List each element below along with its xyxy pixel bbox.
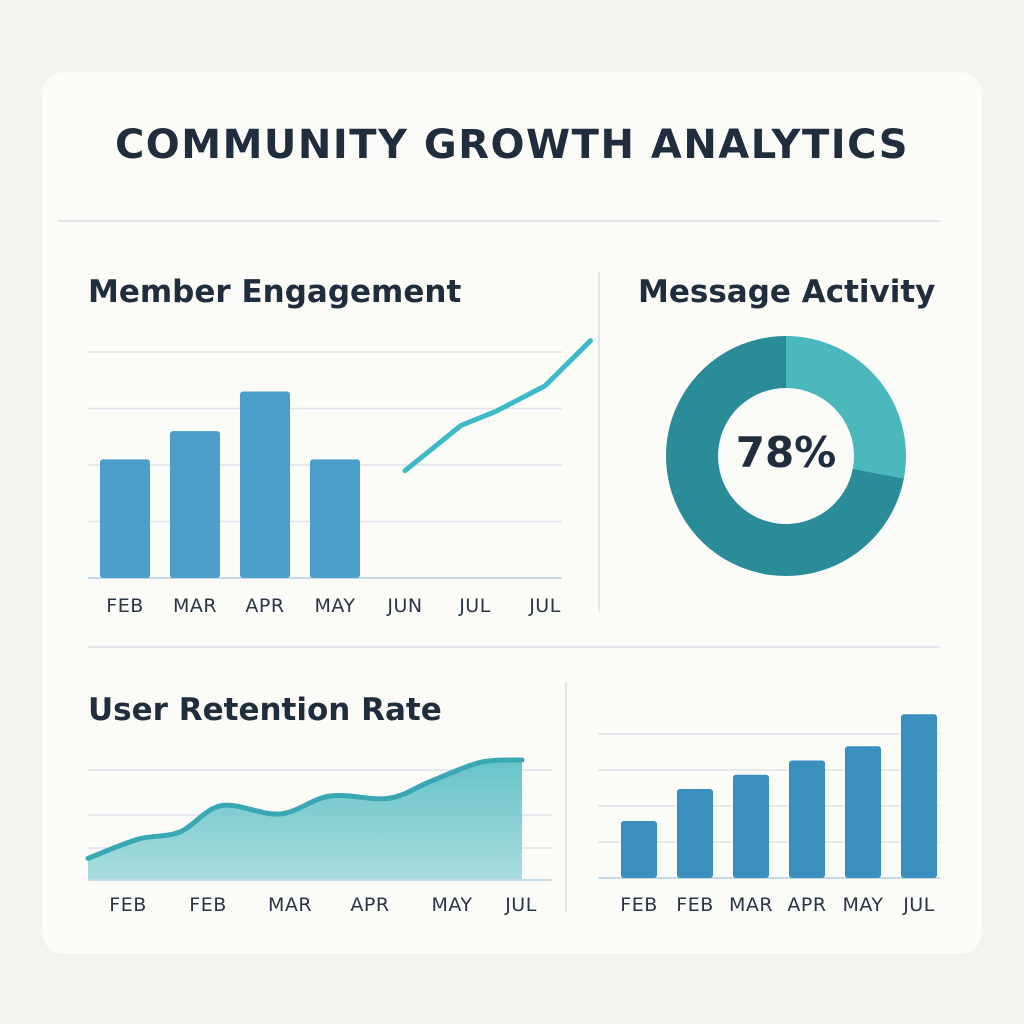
growth-x-tick: MAY xyxy=(842,894,883,916)
retention-x-tick: JUL xyxy=(504,894,537,916)
growth-x-tick: JUL xyxy=(902,894,935,916)
growth-x-tick: APR xyxy=(787,894,826,916)
growth-bar xyxy=(733,774,769,878)
growth-bar-chart: FEB FEB MAR APR MAY JUL xyxy=(598,714,940,916)
growth-bar xyxy=(621,821,657,878)
growth-bar xyxy=(789,760,825,878)
retention-x-tick: MAY xyxy=(431,894,472,916)
message-activity-title: Message Activity xyxy=(638,274,936,310)
engagement-x-tick: FEB xyxy=(106,595,143,617)
engagement-bar xyxy=(170,431,220,578)
retention-area-fill xyxy=(88,759,522,880)
engagement-x-tick: MAY xyxy=(314,595,355,617)
growth-bar xyxy=(901,714,937,878)
member-engagement-title: Member Engagement xyxy=(88,274,462,310)
growth-x-tick: FEB xyxy=(676,894,713,916)
member-engagement-chart: FEB MAR APR MAY JUN JUL JUL xyxy=(88,338,593,617)
page-title: COMMUNITY GROWTH ANALYTICS xyxy=(114,122,910,168)
growth-bar xyxy=(845,746,881,878)
growth-x-tick: MAR xyxy=(729,894,773,916)
engagement-bar xyxy=(310,459,360,578)
row-divider xyxy=(88,646,940,648)
donut-slice-secondary xyxy=(786,336,906,479)
user-retention-chart: FEB FEB MAR APR MAY JUL xyxy=(85,757,552,916)
donut-slice-primary xyxy=(666,336,904,576)
engagement-x-tick: MAR xyxy=(173,595,217,617)
engagement-x-tick: JUN xyxy=(386,595,422,617)
retention-x-tick: FEB xyxy=(109,894,146,916)
bottom-panel-divider xyxy=(565,682,567,912)
growth-bar xyxy=(677,789,713,878)
retention-x-tick: APR xyxy=(350,894,389,916)
user-retention-title: User Retention Rate xyxy=(88,692,442,728)
retention-area-line xyxy=(85,757,525,861)
retention-x-tick: MAR xyxy=(268,894,312,916)
title-divider xyxy=(58,220,940,222)
engagement-x-tick: JUL xyxy=(458,595,491,617)
engagement-x-tick: JUL xyxy=(528,595,561,617)
engagement-bar xyxy=(240,391,290,578)
engagement-trend-line xyxy=(402,338,593,474)
growth-x-tick: FEB xyxy=(620,894,657,916)
engagement-x-tick: APR xyxy=(245,595,284,617)
engagement-bar xyxy=(100,459,150,578)
retention-x-tick: FEB xyxy=(189,894,226,916)
message-activity-chart xyxy=(666,336,906,576)
top-panel-divider xyxy=(598,272,600,612)
donut-center-label: 78% xyxy=(735,428,837,477)
